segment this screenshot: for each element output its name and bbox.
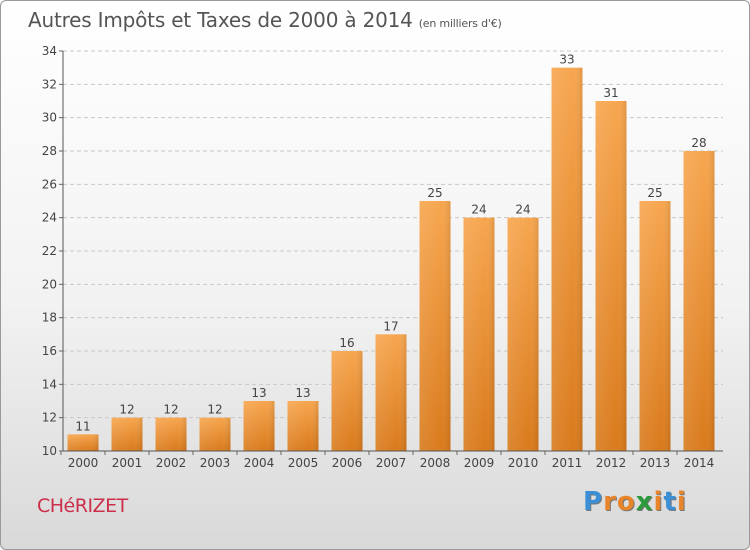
bar-shade xyxy=(111,417,143,451)
logo-letter: P xyxy=(583,487,604,517)
data-label: 11 xyxy=(75,419,90,433)
bar-shade xyxy=(155,417,187,451)
y-tick-label: 32 xyxy=(42,77,57,91)
x-axis: 2000 2001 2002 2003 2004 2005 2006 2007 2008 2009… xyxy=(60,450,723,470)
y-tick-label: 24 xyxy=(42,211,57,225)
x-tick-label: 2007 xyxy=(376,456,407,470)
logo-letter: i xyxy=(653,487,664,517)
commune-name: CHéRIZET xyxy=(37,495,128,517)
bar-shade xyxy=(331,351,363,451)
data-label: 25 xyxy=(427,186,442,200)
x-tick-label: 2013 xyxy=(640,456,671,470)
y-tick-label: 34 xyxy=(42,44,57,58)
x-tick-label: 2014 xyxy=(684,456,715,470)
y-tick-label: 22 xyxy=(42,244,57,258)
y-tick-label: 14 xyxy=(42,377,57,391)
data-label: 31 xyxy=(603,86,618,100)
bar-shade xyxy=(243,401,275,451)
data-label: 12 xyxy=(163,403,178,417)
bar-shade xyxy=(639,201,671,451)
logo-letter: x xyxy=(635,487,654,517)
data-label: 12 xyxy=(207,403,222,417)
data-label: 12 xyxy=(119,403,134,417)
x-tick-label: 2002 xyxy=(156,456,187,470)
x-tick-label: 2005 xyxy=(288,456,319,470)
y-tick-label: 12 xyxy=(42,411,57,425)
x-tick-label: 2009 xyxy=(464,456,495,470)
x-tick-label: 2012 xyxy=(596,456,627,470)
data-label: 24 xyxy=(471,203,486,217)
data-label: 33 xyxy=(559,53,574,67)
logo-letter: i xyxy=(676,487,687,517)
bar-shade xyxy=(551,67,583,452)
bar-shade xyxy=(595,101,627,451)
x-tick-label: 2006 xyxy=(332,456,363,470)
x-tick-label: 2000 xyxy=(68,456,99,470)
bar-shade xyxy=(683,151,715,451)
y-tick-label: 30 xyxy=(42,111,57,125)
y-tick-label: 10 xyxy=(42,444,57,458)
bar-shade xyxy=(199,417,231,451)
data-label: 25 xyxy=(647,186,662,200)
logo-letter: t xyxy=(663,487,677,517)
y-tick-label: 28 xyxy=(42,144,57,158)
proxiti-logo: Proxiti xyxy=(583,487,687,517)
y-tick-label: 20 xyxy=(42,277,57,291)
bar-shade xyxy=(419,201,451,451)
y-tick-label: 18 xyxy=(42,311,57,325)
y-tick-label: 26 xyxy=(42,177,57,191)
x-tick-label: 2010 xyxy=(508,456,539,470)
bar-shade xyxy=(287,401,319,451)
data-label: 28 xyxy=(691,136,706,150)
y-tick-label: 16 xyxy=(42,344,57,358)
logo-letter: o xyxy=(616,487,636,517)
bars: 11 12 12 12 13 13 16 17 25 24 24 33 31 25 28 xyxy=(67,53,715,452)
chart-title-text: Autres Impôts et Taxes de 2000 à 2014 xyxy=(28,8,413,32)
data-label: 13 xyxy=(251,386,266,400)
data-label: 16 xyxy=(339,336,354,350)
data-label: 24 xyxy=(515,203,530,217)
x-tick-label: 2011 xyxy=(552,456,583,470)
bar-shade xyxy=(375,334,407,451)
bar-shade xyxy=(463,217,495,451)
bar-shade xyxy=(507,217,539,451)
chart-title: Autres Impôts et Taxes de 2000 à 2014 (en… xyxy=(28,8,502,32)
bar-shade xyxy=(67,434,99,451)
chart-subtitle: (en milliers d'€) xyxy=(418,17,502,30)
logo-letter: r xyxy=(603,487,617,517)
data-label: 17 xyxy=(383,319,398,333)
x-tick-label: 2001 xyxy=(112,456,143,470)
x-tick-label: 2003 xyxy=(200,456,231,470)
x-tick-label: 2008 xyxy=(420,456,451,470)
y-axis: 10 12 14 16 18 20 22 24 26 28 30 32 34 xyxy=(42,44,64,458)
x-tick-label: 2004 xyxy=(244,456,275,470)
data-label: 13 xyxy=(295,386,310,400)
